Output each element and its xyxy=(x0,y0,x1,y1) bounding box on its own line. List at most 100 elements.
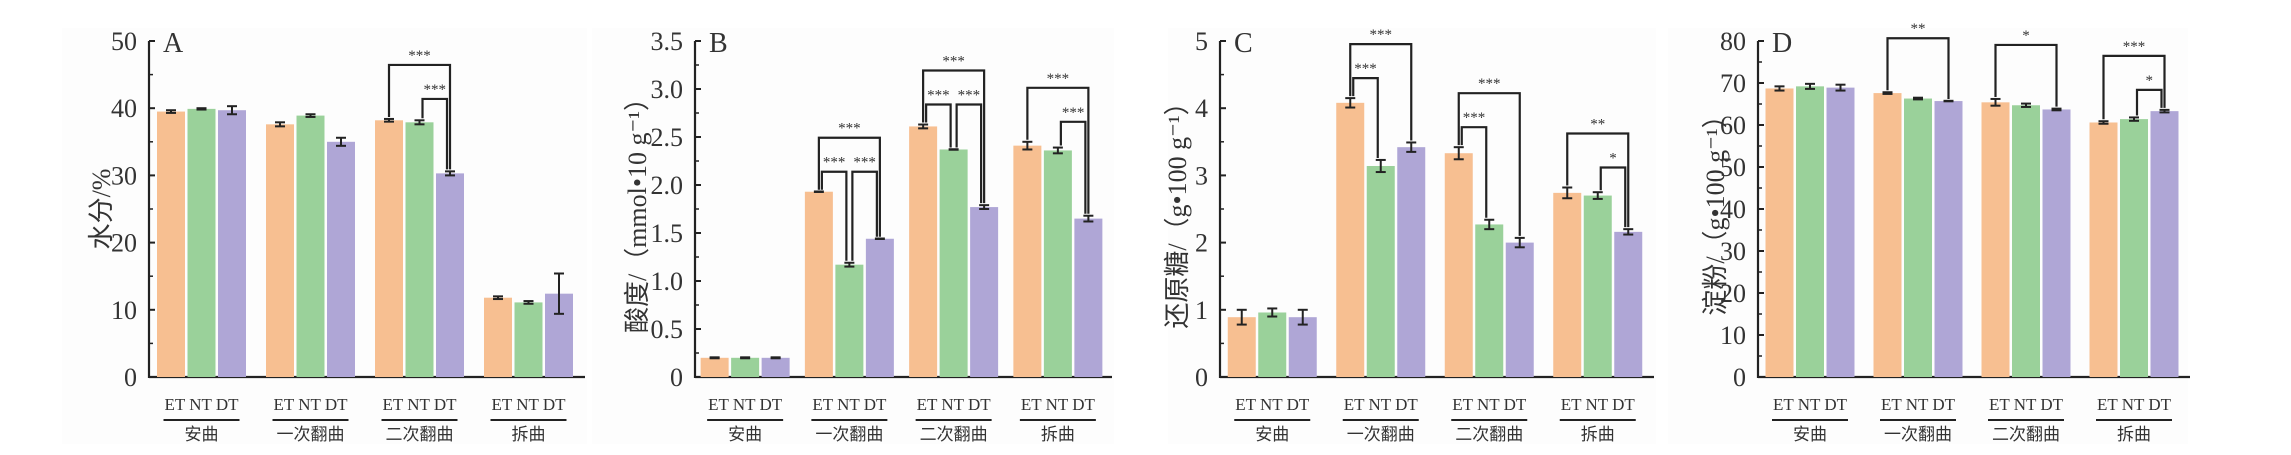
group-label: 一次翻曲 xyxy=(1884,425,1952,444)
y-tick-label: 80 xyxy=(1720,27,1746,56)
significance-label: *** xyxy=(942,54,965,70)
panel-b: 0 0.5 1.0 1.5 2.0 2.5 3.0 3.5 B 酸度/（mmol•10 g⁻¹） E… xyxy=(592,27,1114,444)
treatment-labels: ET NT DT xyxy=(917,395,992,414)
bar-et xyxy=(700,357,729,377)
group-label: 一次翻曲 xyxy=(815,425,883,444)
significance-label: *** xyxy=(1062,105,1085,121)
group-label: 二次翻曲 xyxy=(1455,425,1523,444)
bar-nt xyxy=(1258,312,1287,377)
bar-nt xyxy=(1475,224,1504,377)
y-tick-label: 70 xyxy=(1720,69,1746,98)
bar-nt xyxy=(731,357,760,377)
bar-et xyxy=(1336,102,1365,377)
group-label: 二次翻曲 xyxy=(386,425,454,444)
bar-et xyxy=(266,124,294,377)
treatment-labels: ET NT DT xyxy=(1344,395,1419,414)
significance-label: *** xyxy=(1370,27,1393,43)
treatment-labels: ET NT DT xyxy=(274,395,349,414)
bar-et xyxy=(1013,145,1042,377)
significance-label: *** xyxy=(927,88,950,104)
treatment-labels: ET NT DT xyxy=(165,395,240,414)
bar-et xyxy=(1227,317,1256,377)
treatment-labels: ET NT DT xyxy=(812,395,887,414)
bar-dt xyxy=(1074,218,1103,377)
y-tick-label: 0.5 xyxy=(651,315,684,344)
y-tick-label: 20 xyxy=(111,229,137,258)
bar-dt xyxy=(218,110,246,377)
bar-et xyxy=(2089,122,2118,377)
significance-bracket xyxy=(1886,37,1950,100)
significance-label: ** xyxy=(1590,116,1605,132)
bar-et xyxy=(1765,88,1794,378)
significance-label: *** xyxy=(1354,61,1377,77)
group-label: 一次翻曲 xyxy=(277,425,345,444)
significance-bracket xyxy=(817,136,881,237)
significance-label: * xyxy=(2146,73,2154,89)
group-label: 二次翻曲 xyxy=(1992,425,2060,444)
y-tick-label: 2.0 xyxy=(651,171,684,200)
bar-et xyxy=(804,191,833,377)
y-tick-label: 2 xyxy=(1195,229,1208,258)
bar-dt xyxy=(865,238,894,377)
bar-nt xyxy=(296,115,325,377)
bar-et xyxy=(375,120,403,378)
significance-label: *** xyxy=(838,121,861,137)
y-tick-label: 10 xyxy=(111,296,137,325)
significance-bracket xyxy=(1460,126,1488,218)
y-tick-label: 60 xyxy=(1720,111,1746,140)
y-tick-label: 3.0 xyxy=(651,75,684,104)
y-tick-label: 50 xyxy=(1720,153,1746,182)
bar-dt xyxy=(1826,87,1855,378)
significance-label: ** xyxy=(1911,21,1926,37)
treatment-labels: ET NT DT xyxy=(1235,395,1310,414)
bar-dt xyxy=(761,357,790,377)
panel-letter: A xyxy=(163,28,184,59)
significance-label: *** xyxy=(1478,76,1501,92)
bar-nt xyxy=(514,302,543,377)
y-axis-label: 水分/% xyxy=(87,169,116,250)
bar-et xyxy=(909,126,938,377)
bar-nt xyxy=(405,122,434,377)
y-tick-label: 30 xyxy=(1720,237,1746,266)
y-tick-label: 0 xyxy=(670,363,683,392)
y-tick-label: 2.5 xyxy=(651,123,684,152)
y-tick-label: 1 xyxy=(1195,296,1208,325)
significance-label: *** xyxy=(408,48,431,64)
panel-c: 0 1 2 3 4 5 C 还原糖/（g•100 g⁻¹） ET NT DT 安曲 ET NT DT… xyxy=(1163,27,1656,444)
significance-label: *** xyxy=(2123,39,2146,55)
y-tick-label: 20 xyxy=(1720,279,1746,308)
y-tick-label: 3 xyxy=(1195,161,1208,190)
significance-bracket xyxy=(820,170,848,261)
bar-dt xyxy=(2150,111,2179,377)
significance-label: *** xyxy=(424,82,447,98)
bar-nt xyxy=(1904,98,1932,377)
significance-bracket xyxy=(2135,88,2163,116)
significance-bracket xyxy=(1457,92,1521,236)
bar-dt xyxy=(436,173,464,377)
significance-bracket xyxy=(955,103,983,204)
significance-label: *** xyxy=(958,88,981,104)
bar-dt xyxy=(1934,101,1963,377)
treatment-labels: ET NT DT xyxy=(1561,395,1636,414)
treatment-labels: ET NT DT xyxy=(1881,395,1956,414)
significance-bracket xyxy=(1566,132,1630,228)
y-tick-label: 40 xyxy=(1720,195,1746,224)
significance-label: *** xyxy=(1047,71,1070,87)
y-tick-label: 10 xyxy=(1720,321,1746,350)
group-label: 拆曲 xyxy=(1581,425,1615,444)
group-label: 拆曲 xyxy=(2117,425,2151,444)
y-tick-label: 30 xyxy=(111,161,137,190)
panel-a: 0 10 20 30 40 50 A 水分/% ET NT DT 安曲 ET NT DT 一次翻曲 ET… xyxy=(62,27,587,444)
treatment-labels: ET NT DT xyxy=(2097,395,2172,414)
bar-nt xyxy=(2120,119,2148,378)
panel-letter: B xyxy=(709,28,728,59)
panel-letter: C xyxy=(1234,28,1253,59)
treatment-labels: ET NT DT xyxy=(1773,395,1848,414)
bar-et xyxy=(157,111,185,377)
significance-bracket xyxy=(421,97,449,170)
bar-nt xyxy=(2012,105,2040,377)
significance-bracket xyxy=(1599,166,1627,228)
bar-dt xyxy=(327,141,355,377)
bar-dt xyxy=(1505,242,1534,377)
